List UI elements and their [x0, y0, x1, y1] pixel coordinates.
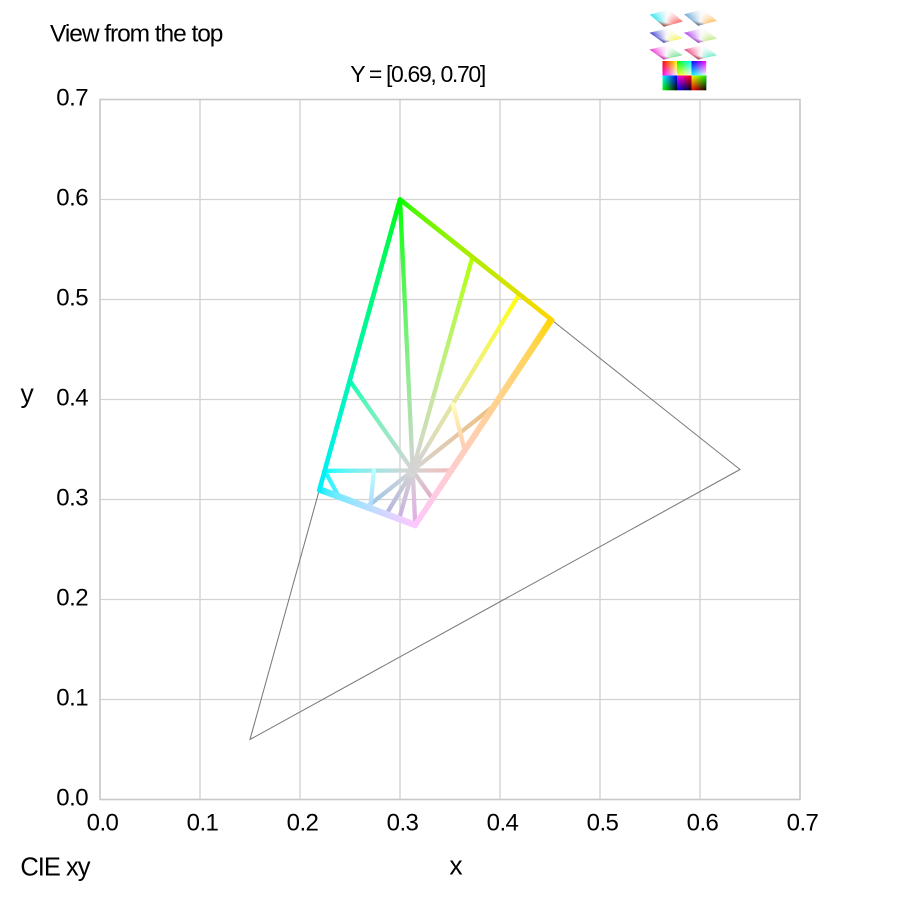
svg-text:0.1: 0.1: [187, 809, 219, 836]
svg-text:0.2: 0.2: [56, 585, 88, 612]
svg-text:View from the top: View from the top: [50, 21, 223, 48]
svg-text:y: y: [21, 379, 35, 409]
svg-text:Y = [0.69, 0.70]: Y = [0.69, 0.70]: [350, 61, 485, 87]
svg-text:0.5: 0.5: [56, 285, 88, 312]
svg-text:0.5: 0.5: [587, 809, 619, 836]
svg-text:0.7: 0.7: [56, 85, 88, 112]
svg-text:0.6: 0.6: [56, 185, 88, 212]
svg-text:0.6: 0.6: [687, 809, 719, 836]
svg-text:0.4: 0.4: [487, 809, 519, 836]
svg-text:x: x: [449, 851, 462, 881]
svg-text:0.4: 0.4: [56, 385, 88, 412]
svg-text:0.1: 0.1: [56, 685, 88, 712]
svg-text:0.3: 0.3: [56, 485, 88, 512]
svg-text:0.2: 0.2: [287, 809, 319, 836]
svg-text:0.3: 0.3: [387, 809, 419, 836]
svg-text:CIE xy: CIE xy: [20, 854, 90, 882]
svg-text:0.7: 0.7: [787, 809, 819, 836]
svg-text:0.0: 0.0: [56, 785, 88, 812]
svg-text:0.0: 0.0: [87, 809, 119, 836]
